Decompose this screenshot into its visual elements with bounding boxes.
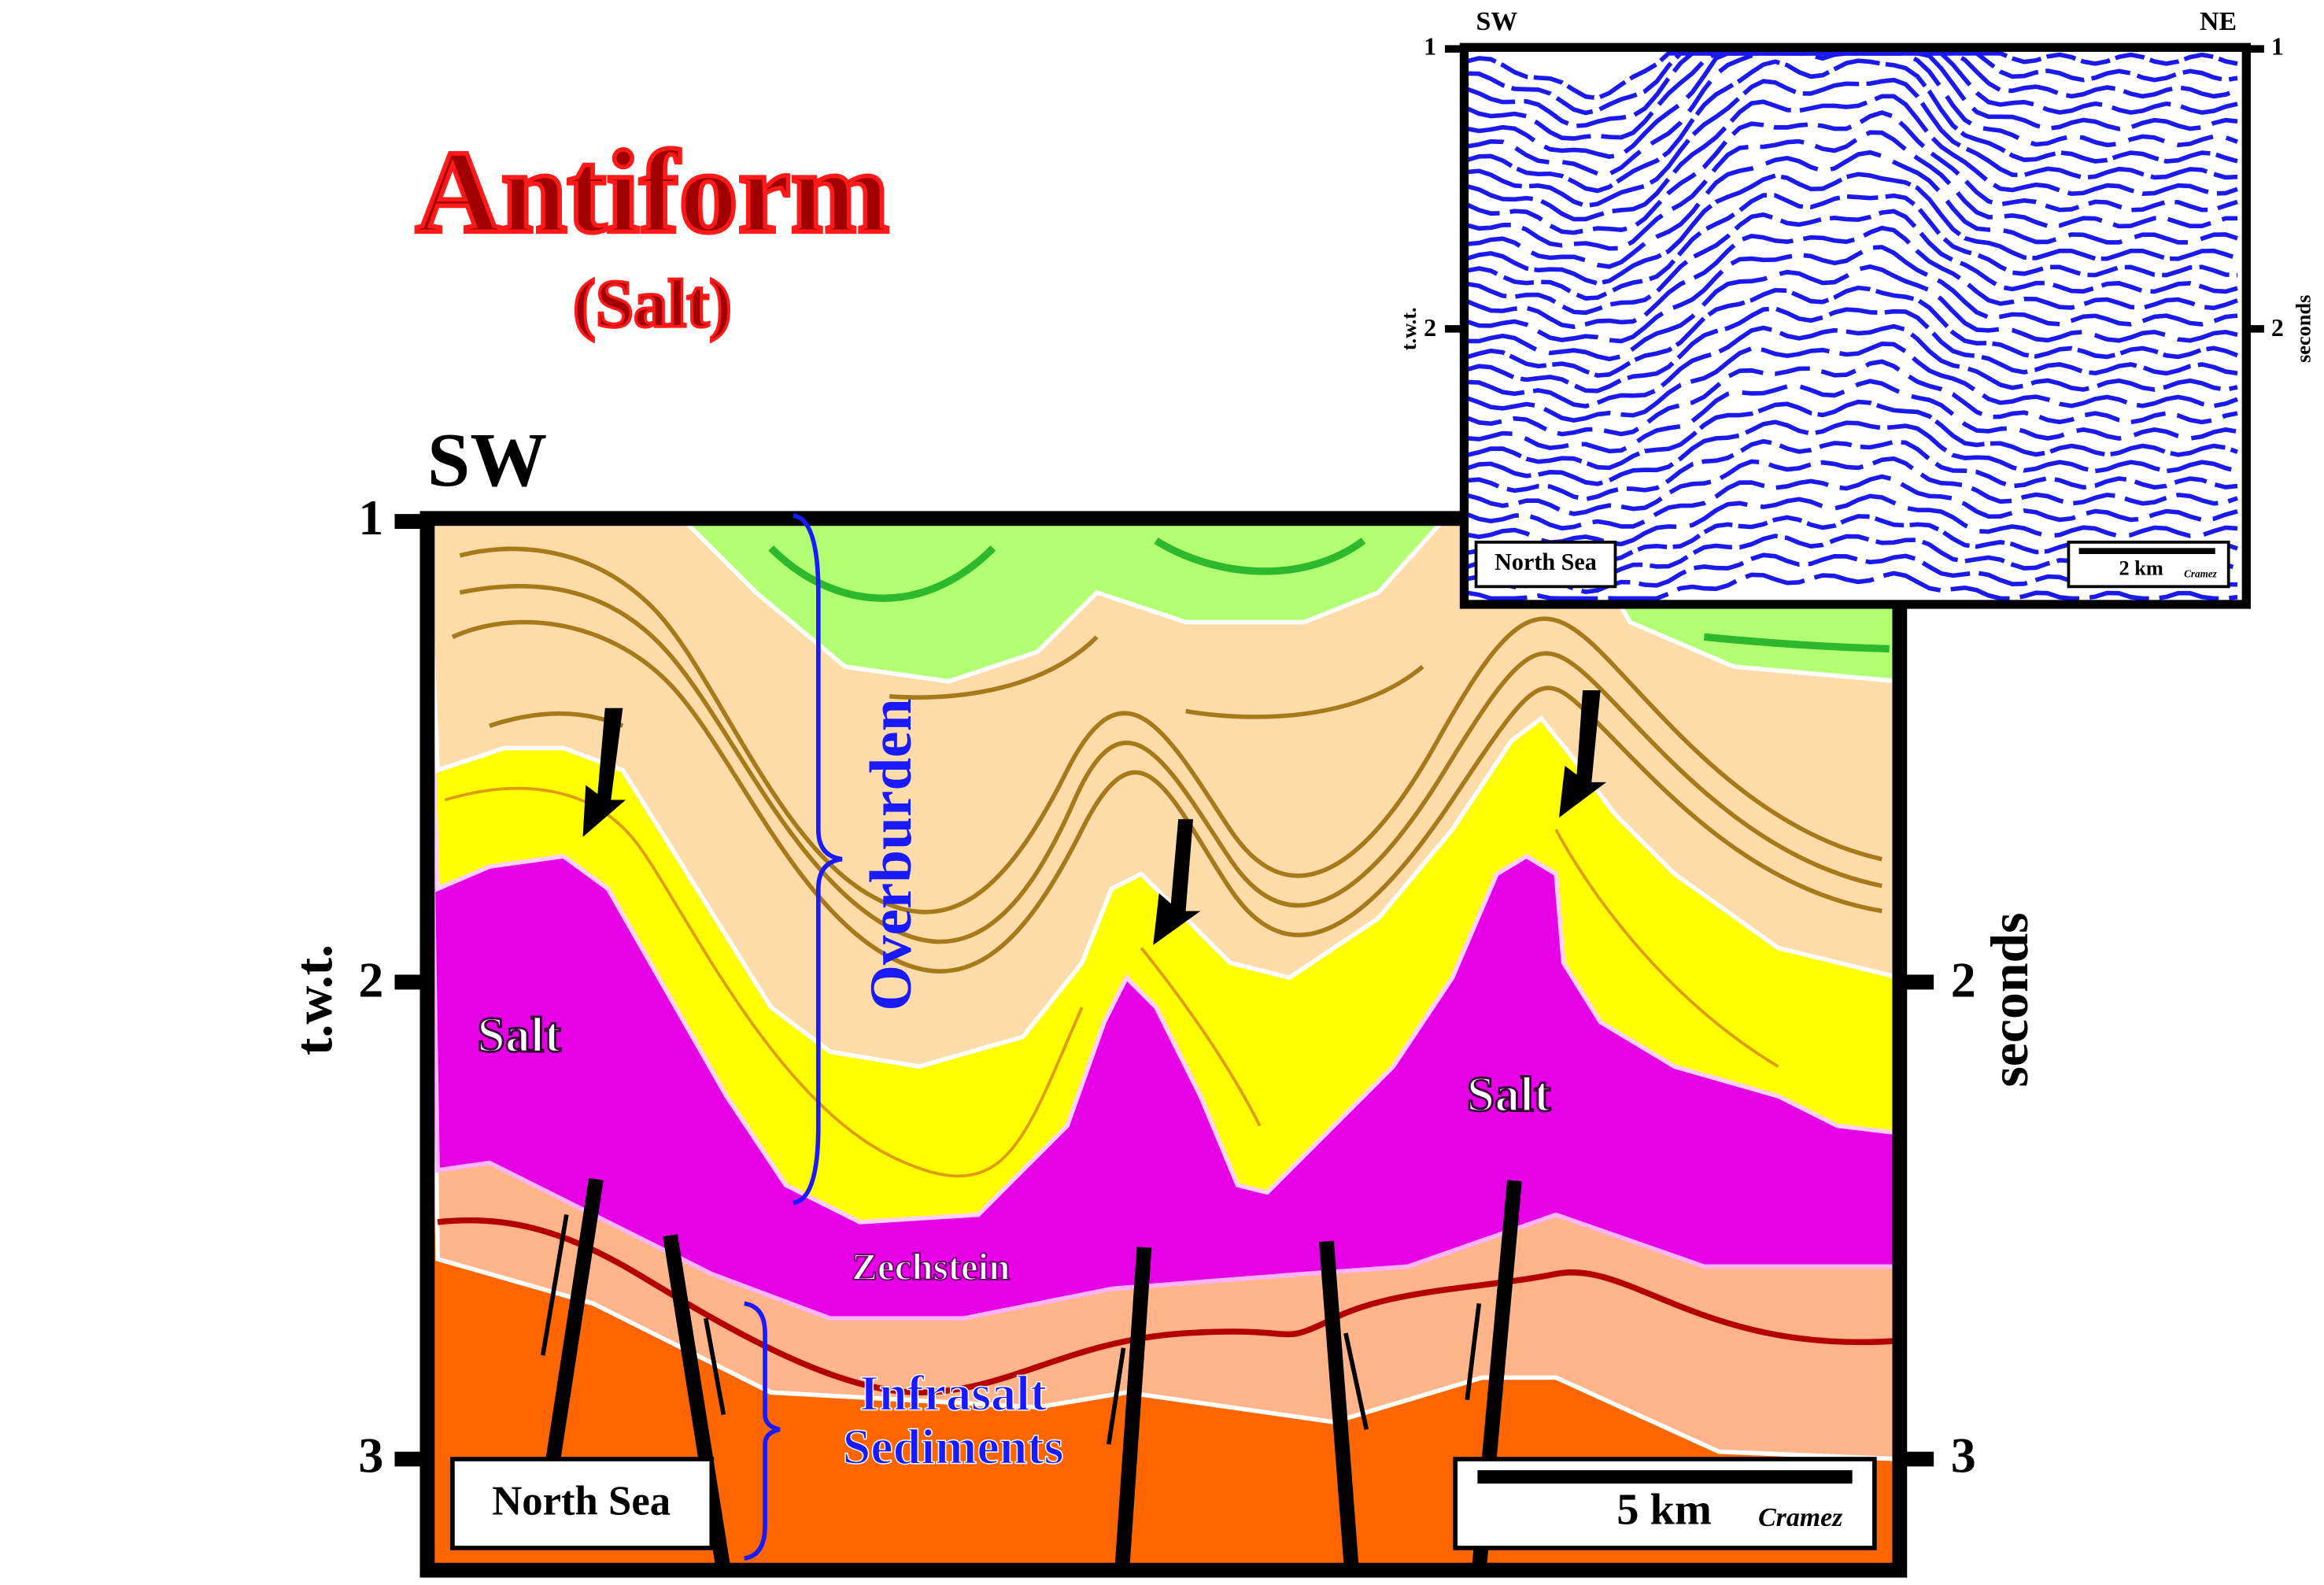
reflection — [1466, 571, 2238, 601]
tick-label: 1 — [2271, 31, 2284, 60]
reflection — [1466, 456, 2238, 516]
axis-label: t.w.t. — [284, 944, 343, 1055]
tick-label: 2 — [1951, 951, 1976, 1007]
reflection — [1466, 209, 2238, 316]
green-layer — [678, 518, 1448, 684]
green-horizons — [768, 538, 1890, 653]
axis-label: seconds — [2293, 295, 2315, 363]
reflection — [1466, 193, 2238, 301]
tick-label: 1 — [1424, 31, 1436, 60]
axis-label: seconds — [1980, 912, 2039, 1087]
scale: 5 km — [1616, 1486, 1712, 1535]
reflection — [1466, 225, 2238, 330]
fault-arrows — [540, 1214, 1482, 1445]
reflection — [1466, 359, 2238, 437]
subtitle: (Salt) — [573, 266, 732, 342]
reflection — [1466, 110, 2238, 235]
location-box — [1474, 541, 1617, 589]
reflection — [1466, 419, 2238, 486]
direction: SW — [1476, 7, 1518, 36]
reflection — [1466, 77, 2238, 209]
salt-label: Salt — [477, 1007, 561, 1062]
scale: 2 km — [2119, 557, 2163, 580]
flow-arrows — [582, 690, 1607, 945]
title: Antiform — [416, 126, 889, 257]
yellow-horizons — [444, 786, 1779, 1178]
tick-label: 3 — [1951, 1428, 1976, 1483]
direction: SW — [427, 418, 547, 503]
overburden-label: Overburden — [859, 698, 924, 1010]
reflection — [1467, 264, 2238, 362]
reflection — [1466, 245, 2238, 344]
author: Cramez — [1758, 1503, 1843, 1532]
reflection — [1466, 342, 2238, 423]
tick-label: 2 — [358, 951, 383, 1007]
salt-label: Salt — [1467, 1066, 1551, 1121]
tick-label: 2 — [2271, 313, 2284, 342]
reflection — [1466, 58, 2238, 194]
reflection — [1466, 285, 2238, 379]
reflection — [1466, 306, 2238, 393]
infrasalt-brace — [744, 1301, 781, 1561]
reflection — [1467, 323, 2238, 408]
reflection — [1466, 493, 2238, 547]
reflection — [1466, 379, 2238, 454]
reflection — [1466, 399, 2238, 471]
inset-tick-marks — [1445, 45, 2264, 333]
zechstein-label: Zechstein — [852, 1245, 1010, 1288]
frame — [419, 511, 1908, 1578]
author: Cramez — [2184, 567, 2218, 579]
tick-label: 2 — [1424, 313, 1436, 342]
reflection — [1466, 94, 2238, 222]
location: North Sea — [492, 1478, 671, 1524]
infrasalt-label: Sediments — [843, 1418, 1064, 1474]
axis-label: t.w.t. — [1398, 307, 1421, 350]
tick-label: 3 — [358, 1428, 383, 1483]
direction: NE — [2200, 7, 2237, 36]
reflection — [1466, 172, 2238, 286]
tick-label: 1 — [358, 490, 383, 545]
reflection — [1466, 50, 2238, 160]
overburden-brace — [793, 513, 843, 1206]
cross-section — [419, 511, 1908, 1578]
reflection — [1466, 50, 2238, 176]
location-box — [450, 1457, 715, 1550]
reflection — [1466, 150, 2238, 269]
horizon — [437, 1217, 1900, 1396]
reflection — [1466, 474, 2238, 531]
infrasalt-label: Infrasalt — [859, 1365, 1047, 1421]
inset: North Sea 2 km Cramez — [1459, 42, 2251, 609]
reflection — [1466, 130, 2238, 251]
reflection — [1467, 438, 2238, 502]
location: North Sea — [1495, 549, 1597, 575]
